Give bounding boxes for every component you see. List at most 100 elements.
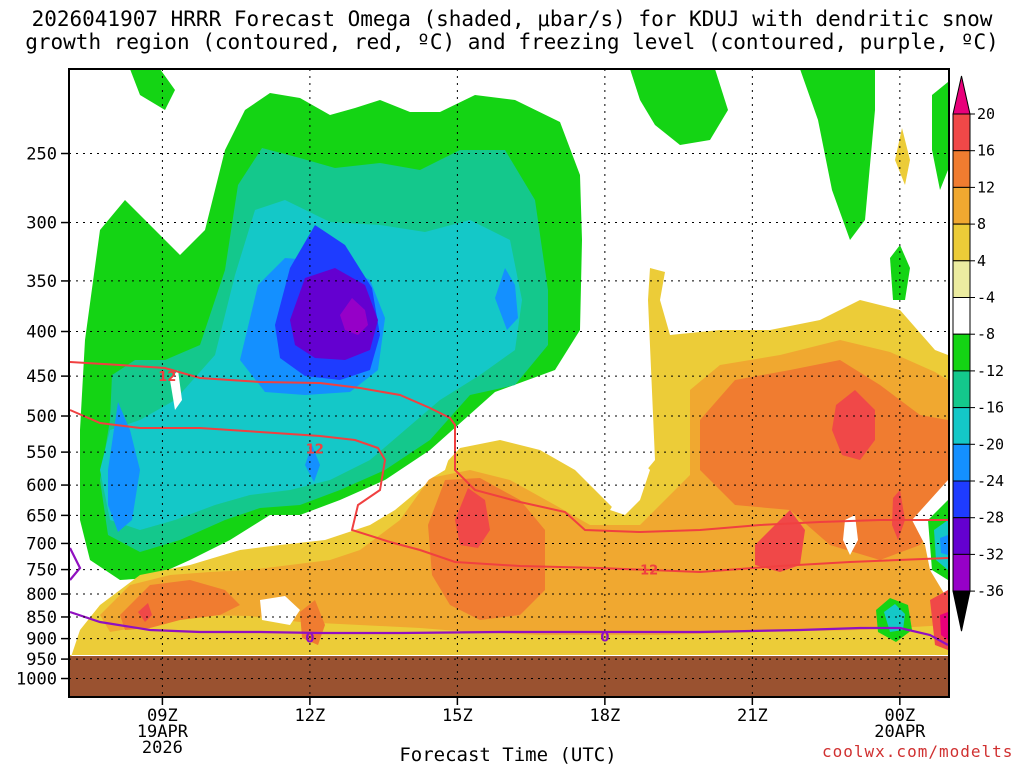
colorbar-max-triangle bbox=[952, 75, 971, 115]
y-tick-label: 850 bbox=[26, 608, 57, 628]
omega-region-neutral3 bbox=[843, 515, 858, 555]
x-tick-label: 21Z bbox=[737, 706, 768, 726]
omega-region-green-top bbox=[130, 69, 175, 110]
x-tick-label: 12Z bbox=[295, 706, 326, 726]
colorbar-label: -20 bbox=[977, 435, 1004, 453]
colorbar-label: 12 bbox=[977, 178, 995, 196]
omega-region-plus16b bbox=[832, 390, 875, 460]
omega-region-plus16 bbox=[455, 488, 490, 548]
x-tick-label: 18Z bbox=[590, 706, 621, 726]
colorbar: 20 16 12 8 4 -4 -8 -12 -16 -20 -24 -28 -32 -36 bbox=[952, 75, 1004, 632]
contour-labels: 12 12 12 0 0 bbox=[158, 370, 658, 646]
x-tick-label: 09Z bbox=[147, 706, 178, 726]
omega-region-minus16 bbox=[108, 402, 140, 532]
colorbar-segment bbox=[952, 260, 971, 298]
colorbar-label: -16 bbox=[977, 399, 1004, 417]
x-tick-label: 00Z bbox=[884, 706, 915, 726]
omega-region-green-right2 bbox=[800, 69, 875, 240]
colorbar-label: 4 bbox=[977, 252, 986, 270]
colorbar-label: 8 bbox=[977, 215, 986, 233]
omega-region-plus16c bbox=[755, 510, 805, 572]
contour-label: 12 bbox=[640, 564, 658, 579]
colorbar-segment bbox=[952, 443, 971, 482]
omega-region-plus16e bbox=[138, 603, 152, 622]
contour-label: 12 bbox=[306, 443, 324, 458]
colorbar-label: -8 bbox=[977, 325, 995, 343]
chart-title: 2026041907 HRRR Forecast Omega (shaded, … bbox=[25, 7, 999, 54]
omega-region-green-right1 bbox=[630, 69, 728, 145]
x-tick-year: 2026 bbox=[142, 738, 183, 758]
y-tick-label: 250 bbox=[26, 145, 57, 165]
colorbar-label: -32 bbox=[977, 545, 1004, 563]
omega-region-plus12b bbox=[428, 478, 545, 620]
colorbar-segment bbox=[952, 480, 971, 519]
ground-below-surface bbox=[69, 656, 949, 697]
credit-text: coolwx.com/modelts bbox=[822, 742, 1014, 761]
colorbar-label: -12 bbox=[977, 362, 1004, 380]
y-tick-label: 350 bbox=[26, 272, 57, 292]
contour-label: 0 bbox=[305, 631, 314, 646]
omega-region-lower-cyan bbox=[884, 604, 905, 632]
colorbar-segment bbox=[952, 113, 971, 152]
omega-region-minus24 bbox=[290, 268, 378, 360]
omega-region-minus28 bbox=[340, 298, 368, 335]
x-axis-label: Forecast Time (UTC) bbox=[399, 744, 617, 766]
x-tick-date: 19APR bbox=[137, 722, 189, 742]
colorbar-label: -28 bbox=[977, 509, 1004, 527]
y-tick-label: 950 bbox=[26, 650, 57, 670]
plot-frame bbox=[68, 68, 950, 698]
colorbar-segment bbox=[952, 517, 971, 555]
y-tick-label: 600 bbox=[26, 476, 57, 496]
omega-region-neutral5 bbox=[260, 596, 300, 625]
colorbar-segment bbox=[952, 186, 971, 225]
y-tick-label: 650 bbox=[26, 506, 57, 526]
colorbar-segment bbox=[952, 150, 971, 188]
contour-12c-lower bbox=[69, 409, 949, 574]
y-tick-label: 300 bbox=[26, 214, 57, 234]
colorbar-label: 16 bbox=[977, 142, 995, 160]
omega-region-minus16c bbox=[495, 268, 518, 330]
omega-region-lower-pink bbox=[940, 612, 948, 640]
omega-region-edge-blue bbox=[940, 535, 948, 555]
y-tick-label: 400 bbox=[26, 323, 57, 343]
y-tick-label: 450 bbox=[26, 367, 57, 387]
omega-region-plus16d bbox=[892, 490, 905, 540]
omega-region-plus12 bbox=[120, 580, 240, 630]
omega-region-neutral2 bbox=[610, 460, 650, 515]
omega-region-plus4-top bbox=[895, 128, 910, 185]
omega-region-minus16d bbox=[305, 445, 320, 482]
omega-field bbox=[69, 69, 949, 697]
y-tick-label: 900 bbox=[26, 630, 57, 650]
colorbar-segment bbox=[952, 553, 971, 592]
contour-0c bbox=[69, 610, 949, 646]
colorbar-label: -4 bbox=[977, 289, 995, 307]
y-tick-label: 700 bbox=[26, 534, 57, 554]
y-tick-label: 800 bbox=[26, 585, 57, 605]
omega-region-neutral4 bbox=[170, 370, 182, 410]
colorbar-label: -36 bbox=[977, 582, 1004, 600]
contour-label: 12 bbox=[158, 370, 176, 385]
x-tick-label: 15Z bbox=[442, 706, 473, 726]
colorbar-label: -24 bbox=[977, 472, 1004, 490]
omega-region-neutral1 bbox=[320, 455, 450, 535]
omega-region-green-right4 bbox=[932, 82, 948, 190]
colorbar-segment bbox=[952, 333, 971, 372]
colorbar-segment bbox=[952, 223, 971, 262]
contour-0c-left bbox=[69, 547, 82, 581]
colorbar-label: 20 bbox=[977, 105, 995, 123]
contour-12c-upper bbox=[69, 361, 948, 534]
omega-region-plus12c bbox=[700, 360, 948, 560]
contour-label: 0 bbox=[600, 631, 609, 646]
x-tick-date: 20APR bbox=[874, 722, 926, 742]
y-tick-label: 550 bbox=[26, 443, 57, 463]
colorbar-min-triangle bbox=[952, 590, 971, 632]
y-tick-label: 750 bbox=[26, 561, 57, 581]
y-tick-label: 500 bbox=[26, 407, 57, 427]
y-axis: 2503003504004505005506006507007508008509… bbox=[16, 145, 69, 690]
colorbar-segment bbox=[952, 370, 971, 409]
omega-region-upper-white-right bbox=[930, 280, 948, 345]
colorbar-segment bbox=[952, 297, 971, 335]
y-tick-label: 1000 bbox=[16, 670, 57, 690]
